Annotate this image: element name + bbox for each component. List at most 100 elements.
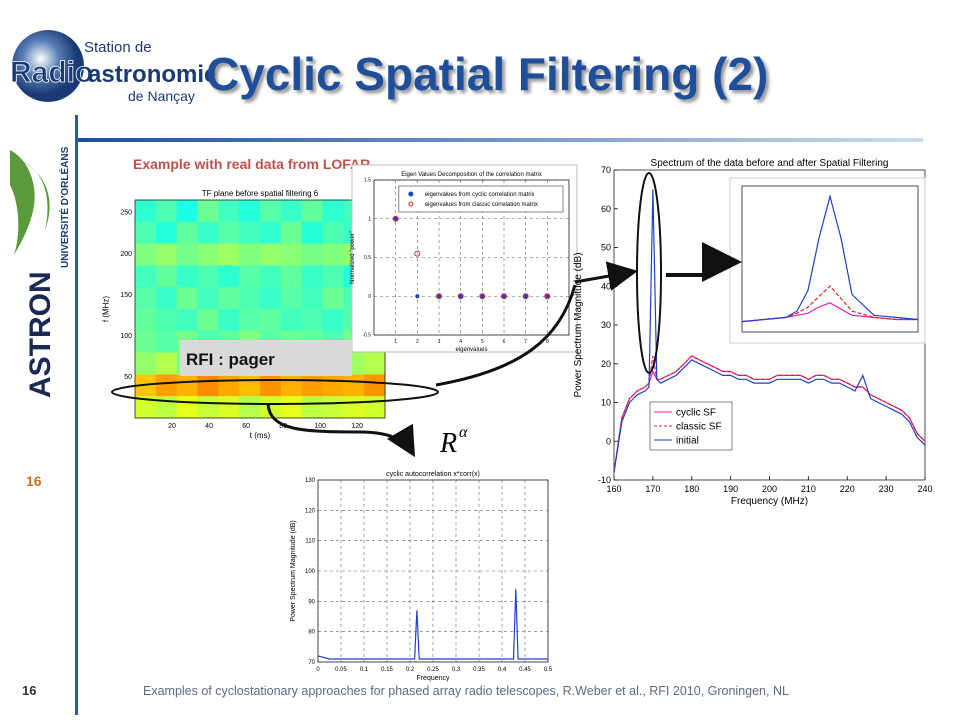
heat-cell: [322, 374, 344, 397]
heat-cell: [260, 287, 282, 310]
point: [501, 294, 507, 299]
x-tick-label: 0.4: [498, 667, 507, 673]
heat-cell: [155, 200, 178, 223]
logo-text: Station de: [84, 39, 152, 56]
chart-title: Spectrum of the data before and after Sp…: [651, 158, 889, 169]
point: [392, 215, 399, 222]
heat-cell: [260, 374, 282, 397]
legend-label: cyclic SF: [676, 407, 716, 418]
heat-cell: [301, 265, 323, 288]
x-tick-label: 8: [546, 339, 549, 345]
y-tick-label: 100: [305, 569, 316, 575]
chart-title: Eigen Values Decomposition of the correl…: [401, 172, 542, 178]
heat-cell: [301, 396, 323, 419]
heat-cell: [301, 374, 323, 397]
y-tick-label: -0.5: [362, 333, 371, 339]
heat-cell: [197, 265, 219, 288]
heat-cell: [176, 287, 198, 310]
math-symbol: R: [439, 428, 457, 459]
eigen-figure: 1 2 3 4 5 6 7 8 -0.5 0 0.5 1 1.5 Eigen Values Decompo…: [350, 164, 578, 353]
university-logo: [10, 150, 50, 255]
x-tick-label: 0.25: [427, 667, 439, 673]
x-tick-label: 180: [684, 484, 699, 494]
heat-cell: [239, 221, 261, 245]
legend-label: classic SF: [676, 421, 722, 432]
x-tick-label: 120: [351, 423, 363, 430]
y-tick-label: 20: [601, 359, 611, 369]
heat-cell: [218, 265, 240, 288]
heat-cell: [218, 309, 240, 332]
heat-cell: [260, 309, 282, 332]
x-tick-label: 4: [459, 339, 462, 345]
slide-title: Cyclic Spatial Filtering (2): [206, 48, 768, 100]
heat-cell: [260, 396, 282, 419]
heat-cell: [239, 309, 261, 332]
heat-cell: [155, 221, 178, 245]
side-rule: [75, 115, 78, 715]
x-tick-label: 80: [279, 423, 287, 430]
x-tick-label: 230: [879, 484, 894, 494]
heat-cell: [176, 396, 198, 419]
y-tick-label: 50: [124, 374, 132, 381]
heat-cell: [135, 309, 157, 332]
heat-cell: [280, 221, 303, 245]
chart-title: cyclic autocorrelation x*corr(x): [386, 471, 480, 478]
point: [414, 250, 421, 257]
legend-label: eigenvalues from classic correlation mat…: [425, 202, 538, 208]
heat-cell: [280, 265, 303, 288]
x-tick-label: 2: [416, 339, 419, 345]
point: [544, 293, 551, 300]
x-axis-label: Frequency (MHz): [731, 496, 808, 507]
heat-cell: [364, 352, 386, 375]
spectrogram-figure: 20 40 60 80 100 120 50 100 150 200 250 TF plane bef…: [100, 180, 390, 440]
heat-cell: [218, 221, 240, 245]
heat-cell: [135, 243, 157, 266]
rfi-label-box: [180, 340, 352, 376]
x-tick-label: 0.05: [335, 667, 347, 673]
x-tick-label: 210: [801, 484, 816, 494]
x-tick-label: 0: [316, 667, 320, 673]
x-axis-label: Frequency: [416, 675, 450, 682]
heat-cell: [239, 374, 261, 397]
heat-cell: [364, 374, 386, 397]
heat-cell: [301, 309, 323, 332]
heat-cell: [322, 265, 344, 288]
footer-page: 16: [22, 683, 36, 698]
point: [523, 294, 528, 299]
y-tick-label: 30: [601, 320, 611, 330]
heat-cell: [176, 309, 198, 332]
x-tick-label: 7: [524, 339, 527, 345]
point: [415, 294, 420, 299]
figure-panel: [285, 462, 557, 672]
x-axis-label: eigenvalues: [455, 347, 487, 353]
y-tick-label: 100: [120, 333, 132, 340]
heat-cell: [135, 287, 157, 310]
y-tick-label: 120: [305, 508, 316, 514]
plot-frame: [741, 185, 919, 333]
heat-cell: [343, 396, 365, 419]
x-tick-label: 3: [438, 339, 441, 345]
heat-cell: [155, 265, 178, 288]
y-tick-label: 250: [120, 210, 132, 217]
rfi-label: RFI : pager: [186, 350, 275, 369]
heat-cell: [322, 200, 344, 223]
x-tick-label: 1: [394, 339, 397, 345]
y-tick-label: 0.5: [364, 255, 371, 261]
x-axis-label: t (ms): [250, 431, 271, 440]
heat-cell: [260, 265, 282, 288]
logo-text: de Nançay: [128, 88, 195, 104]
heat-cell: [176, 265, 198, 288]
heat-cell: [301, 243, 323, 266]
autocorr-figure: 0 0.05 0.1 0.15 0.2 0.25 0.3 0.35 0.4 0.45 0.5 70 80…: [285, 462, 557, 682]
heat-cell: [155, 287, 178, 310]
y-tick-label: 50: [601, 243, 611, 253]
y-tick-label: 1.5: [364, 178, 371, 184]
heat-cell: [239, 396, 261, 419]
y-tick-label: 130: [305, 478, 316, 484]
logo-text: Radio: [10, 56, 93, 89]
heat-cell: [239, 200, 261, 223]
y-tick-label: 200: [120, 251, 132, 258]
point: [436, 294, 442, 299]
heat-cell: [301, 287, 323, 310]
arrow: [266, 403, 416, 458]
